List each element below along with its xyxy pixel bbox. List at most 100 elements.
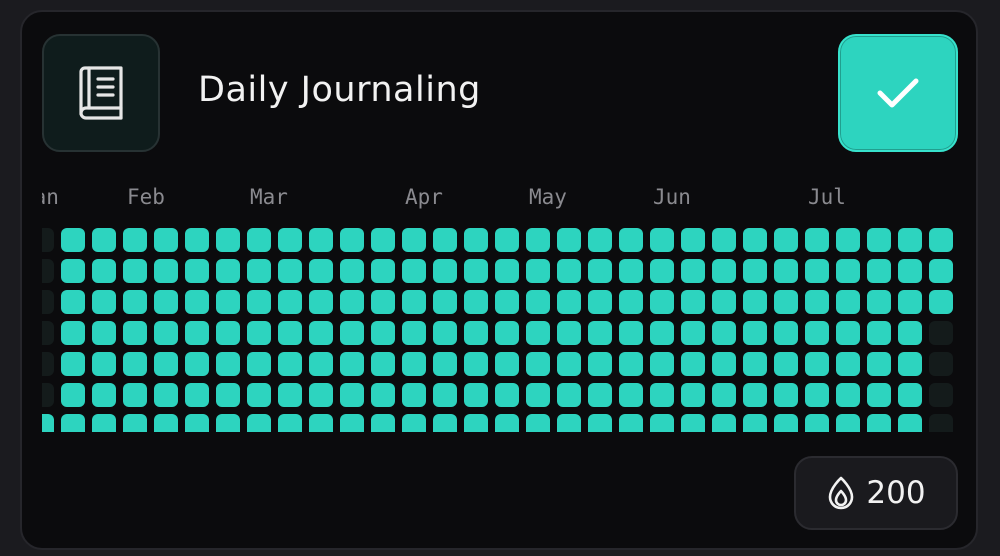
heatmap-cell	[371, 228, 395, 252]
heatmap-cell	[743, 228, 767, 252]
heatmap-cell	[898, 352, 922, 376]
heatmap-cell	[898, 259, 922, 283]
heatmap-cell	[712, 259, 736, 283]
month-label: Apr	[405, 185, 443, 209]
heatmap-cell	[557, 414, 581, 432]
heatmap-cell	[154, 352, 178, 376]
heatmap-cell	[216, 383, 240, 407]
heatmap-cell	[433, 259, 457, 283]
month-label: Jun	[653, 185, 691, 209]
heatmap-cell	[433, 228, 457, 252]
heatmap-cell	[92, 228, 116, 252]
heatmap-cell	[526, 228, 550, 252]
heatmap-cell	[805, 414, 829, 432]
habit-title: Daily Journaling	[198, 70, 481, 110]
heatmap-cell	[278, 259, 302, 283]
heatmap-cell	[557, 321, 581, 345]
heatmap-cell	[836, 383, 860, 407]
heatmap-cell	[929, 259, 953, 283]
heatmap-cell	[185, 352, 209, 376]
heatmap-cell	[92, 352, 116, 376]
heatmap-cell	[42, 290, 54, 314]
heatmap-cell	[61, 414, 85, 432]
heatmap-cell	[557, 228, 581, 252]
habit-icon-button[interactable]	[42, 34, 160, 152]
heatmap-cell	[433, 290, 457, 314]
month-label: Jul	[808, 185, 846, 209]
heatmap-cell	[402, 352, 426, 376]
heatmap-cell	[774, 352, 798, 376]
heatmap-cell	[774, 383, 798, 407]
heatmap-cell	[650, 352, 674, 376]
heatmap-cell	[681, 383, 705, 407]
heatmap-cell	[712, 383, 736, 407]
heatmap-cell	[588, 321, 612, 345]
heatmap-cell	[185, 321, 209, 345]
heatmap-cell	[371, 321, 395, 345]
heatmap-cell	[898, 414, 922, 432]
heatmap-cell	[867, 352, 891, 376]
heatmap-cell	[898, 321, 922, 345]
heatmap-cell	[247, 228, 271, 252]
heatmap-cell	[712, 352, 736, 376]
heatmap-cell	[650, 383, 674, 407]
heatmap-cell	[495, 414, 519, 432]
heatmap-cell	[123, 290, 147, 314]
habit-card: Daily Journaling Jan Feb Mar Apr May Jun Jul 2…	[20, 10, 978, 550]
heatmap-cell	[278, 383, 302, 407]
heatmap-cell	[402, 414, 426, 432]
heatmap-cell	[340, 259, 364, 283]
heatmap-cell	[495, 259, 519, 283]
heatmap-cell	[557, 290, 581, 314]
heatmap-cell	[371, 259, 395, 283]
heatmap-cell	[42, 228, 54, 252]
heatmap-cell	[650, 259, 674, 283]
heatmap-cell	[433, 414, 457, 432]
heatmap-cell	[42, 352, 54, 376]
heatmap-cell	[619, 259, 643, 283]
streak-badge: 200	[794, 456, 958, 530]
heatmap-cell	[464, 383, 488, 407]
heatmap-cell	[340, 414, 364, 432]
heatmap-cell	[216, 259, 240, 283]
fire-icon	[829, 476, 854, 510]
heatmap-cell	[929, 414, 953, 432]
heatmap-cell	[247, 414, 271, 432]
heatmap-cell	[774, 290, 798, 314]
heatmap-cell	[154, 228, 178, 252]
heatmap-cell	[588, 259, 612, 283]
heatmap-cell	[743, 414, 767, 432]
heatmap-cell	[61, 352, 85, 376]
heatmap-cell	[774, 259, 798, 283]
heatmap-cell	[92, 290, 116, 314]
heatmap-cell	[867, 383, 891, 407]
heatmap-cell	[619, 352, 643, 376]
heatmap-cell	[123, 383, 147, 407]
heatmap-cell	[805, 321, 829, 345]
heatmap-cell	[61, 228, 85, 252]
heatmap-cell	[433, 383, 457, 407]
heatmap-cell	[681, 290, 705, 314]
heatmap-cell	[61, 383, 85, 407]
heatmap-cell	[588, 228, 612, 252]
heatmap-cell	[402, 228, 426, 252]
heatmap-cell	[185, 383, 209, 407]
heatmap-cell	[650, 228, 674, 252]
heatmap-cell	[929, 321, 953, 345]
heatmap-cell	[340, 228, 364, 252]
heatmap-cell	[774, 414, 798, 432]
heatmap-cell	[464, 228, 488, 252]
heatmap-cell	[712, 290, 736, 314]
heatmap-cell	[588, 383, 612, 407]
heatmap-cell	[898, 228, 922, 252]
heatmap-cell	[247, 321, 271, 345]
heatmap-cell	[588, 352, 612, 376]
heatmap-cell	[464, 290, 488, 314]
heatmap-cell	[464, 321, 488, 345]
heatmap-cell	[340, 383, 364, 407]
streak-count: 200	[866, 475, 926, 511]
heatmap-cell	[619, 290, 643, 314]
heatmap-cell	[681, 228, 705, 252]
heatmap-cell	[247, 290, 271, 314]
complete-button[interactable]	[838, 34, 958, 152]
